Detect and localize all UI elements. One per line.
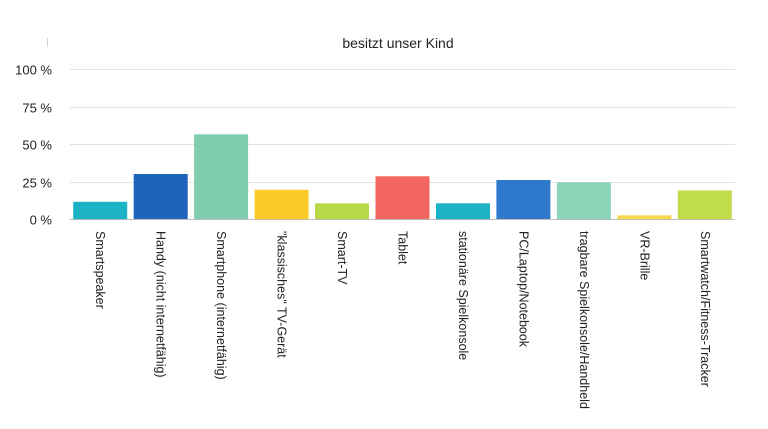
x-tick-label: Handy (nicht internetfähig): [154, 231, 168, 378]
bar: [496, 180, 551, 219]
bar: [556, 182, 611, 220]
bar: [617, 215, 672, 220]
bar: [375, 176, 430, 220]
bars: [73, 134, 732, 220]
x-tick-label: Smartphone (internetfähig): [214, 231, 228, 380]
y-axis-ticks: 0 % 25 % 50 % 75 % 100 %: [15, 63, 52, 228]
bar: [133, 174, 188, 219]
y-tick-label: 50 %: [22, 138, 52, 153]
x-tick-label: Smartwatch/Fitness-Tracker: [698, 231, 712, 387]
x-tick-label: tragbare Spielkonsole/Handheld: [577, 231, 591, 409]
bar: [315, 203, 369, 220]
bar: [194, 134, 249, 220]
y-tick-label: 100 %: [15, 63, 52, 78]
y-tick-label: 0 %: [30, 213, 53, 228]
x-tick-label: Smartspeaker: [93, 231, 107, 309]
bar: [677, 190, 732, 219]
x-tick-label: Smart-TV: [335, 231, 349, 285]
x-tick-label: "klassisches" TV-Gerät: [275, 231, 289, 358]
bar: [436, 203, 490, 220]
x-tick-label: PC/Laptop/Notebook: [516, 231, 530, 348]
bar: [73, 201, 128, 220]
x-tick-label: VR-Brille: [637, 231, 651, 280]
y-tick-label: 75 %: [22, 101, 52, 116]
x-tick-label: Tablet: [396, 231, 410, 265]
x-tick-label: stationäre Spielkonsole: [456, 231, 470, 360]
chart-title: besitzt unser Kind: [342, 35, 453, 51]
y-tick-label: 25 %: [22, 176, 52, 191]
x-axis-category-labels: Smartspeaker Handy (nicht internetfähig) S…: [93, 231, 712, 409]
bar: [254, 189, 309, 220]
